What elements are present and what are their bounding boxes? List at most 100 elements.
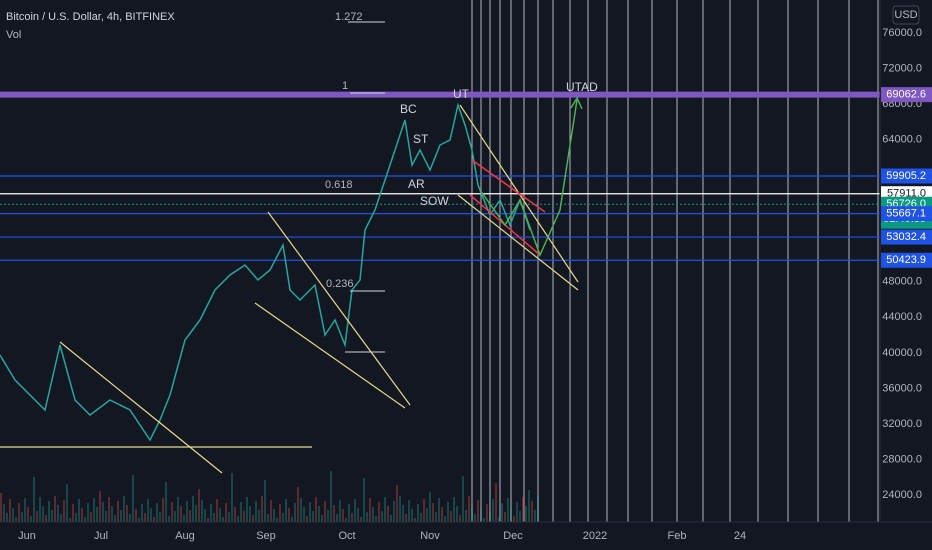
price-label: 44000.0 [882, 311, 922, 323]
volume-bar [78, 499, 80, 522]
volume-bar [81, 508, 83, 522]
volume-bar [255, 501, 257, 522]
time-label: Jul [94, 530, 108, 542]
price-label: 36000.0 [882, 382, 922, 394]
volume-bar [30, 516, 32, 522]
volume-bar [18, 503, 20, 522]
horizontal-levels [0, 91, 880, 261]
volume-bar [531, 501, 533, 522]
volume-bar [513, 516, 515, 522]
volume-bar [144, 513, 146, 522]
currency-label[interactable]: USD [894, 9, 917, 21]
volume-bar [87, 503, 89, 522]
volume-bar [12, 508, 14, 522]
channel-line [471, 159, 546, 213]
volume-bar [159, 512, 161, 522]
price-tag [881, 206, 932, 222]
volume-bar [90, 512, 92, 522]
volume-bar [57, 505, 59, 522]
volume-bar [318, 506, 320, 522]
volume-bar [477, 500, 479, 522]
fib-label: 0.618 [325, 179, 353, 191]
volume-bar [135, 509, 137, 522]
trend-lines [0, 104, 579, 474]
volume-bar [528, 490, 530, 522]
volume-bar [504, 512, 506, 522]
volume-bar [429, 492, 431, 522]
volume-bar [372, 507, 374, 522]
volume-bar [522, 497, 524, 522]
volume-bar [228, 512, 230, 522]
trend-line [267, 211, 411, 406]
volume-bar [411, 509, 413, 522]
volume-bar [21, 512, 23, 522]
volume-bar [222, 517, 224, 522]
volume-bar [153, 517, 155, 522]
volume-bar [366, 512, 368, 522]
volume-bar [489, 513, 491, 522]
volume-bar [312, 511, 314, 522]
volume-bar [147, 499, 149, 522]
trend-line [254, 302, 406, 409]
volume-bar [177, 497, 179, 522]
volume-bar [9, 499, 11, 522]
price-label: 40000.0 [882, 347, 922, 359]
volume-bar [207, 518, 209, 522]
volume-bar [39, 497, 41, 522]
volume-bar [99, 491, 101, 522]
volume-bar [3, 504, 5, 522]
volume-bar [231, 473, 233, 522]
volume-bar [213, 513, 215, 522]
volume-bar [249, 506, 251, 522]
volume-bar [459, 515, 461, 522]
volume-bar [339, 500, 341, 522]
fib-lines [345, 21, 385, 353]
time-label: Sep [256, 530, 276, 542]
volume-bar [516, 502, 518, 522]
volume-bar [495, 483, 497, 522]
volume-bar [456, 506, 458, 522]
volume-bar [45, 515, 47, 522]
volume-bar [525, 506, 527, 522]
volume-bar [111, 506, 113, 522]
volume-bar [264, 480, 266, 522]
volume-bar [201, 500, 203, 522]
volume-bar [387, 506, 389, 522]
currency-button[interactable] [892, 5, 920, 25]
price-label: 24000.0 [882, 489, 922, 501]
volume-bar [285, 499, 287, 522]
volume-bar [507, 498, 509, 522]
volume-bar [84, 517, 86, 522]
price-tag [881, 168, 932, 184]
volume-bar [447, 502, 449, 522]
volume-bar [267, 514, 269, 522]
volume-bar [105, 511, 107, 522]
volume-bar [345, 518, 347, 522]
volume-bar [168, 516, 170, 522]
price-tag-label: 69062.6 [886, 89, 926, 101]
volume-bar [66, 484, 68, 522]
price-tag-label: 55667.1 [886, 208, 926, 220]
volume-bar [162, 498, 164, 522]
volume-bar [93, 498, 95, 522]
volume-bar [189, 510, 191, 522]
volume-bar [351, 513, 353, 522]
volume-bar [468, 496, 470, 522]
volume-bar [174, 511, 176, 522]
volume-bar [75, 513, 77, 522]
volume-bar [171, 502, 173, 522]
volume-bar [96, 507, 98, 522]
volume-bar [384, 497, 386, 522]
volume-bar [405, 514, 407, 522]
volume-bar [327, 510, 329, 522]
volume-bar [435, 512, 437, 522]
volume-bar [237, 516, 239, 522]
indicator-label: Vol [6, 29, 21, 41]
volume-bar [396, 485, 398, 522]
volume-bar [123, 496, 125, 522]
volume-bar [294, 503, 296, 522]
volume-bar [321, 515, 323, 522]
volume-bar [492, 499, 494, 522]
volume-bar [369, 498, 371, 522]
volume-bar [462, 476, 464, 522]
